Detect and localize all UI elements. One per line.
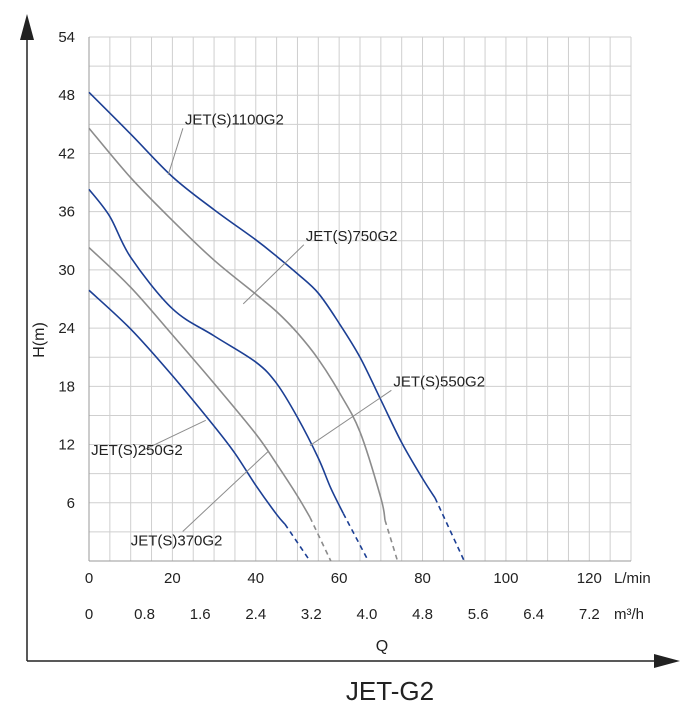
x-tick-labels-primary: 0 20 40 60 80 100 120 xyxy=(85,570,602,587)
x-axis-arrow xyxy=(654,654,680,668)
leader-jet-s-750g2 xyxy=(242,244,305,305)
curve-jet-s-1100g2 xyxy=(88,91,436,499)
curve-label-group: JET(S)1100G2 JET(S)750G2 JET(S)550G2 JET(S)… xyxy=(91,111,485,549)
x-tick-label-secondary: 4.8 xyxy=(412,606,433,623)
x-tick-label-primary: 20 xyxy=(164,570,181,587)
y-tick-label: 48 xyxy=(58,87,75,104)
curve-jet-s-750g2 xyxy=(88,127,386,521)
leader-jet-s-250g2 xyxy=(142,419,206,451)
x-tick-label-secondary: 4.0 xyxy=(357,606,378,623)
y-axis-arrow xyxy=(20,14,34,40)
curve-jet-s-250g2 xyxy=(88,289,286,525)
label-jet-s-750g2: JET(S)750G2 xyxy=(306,228,398,245)
x-tick-label-primary: 40 xyxy=(247,570,264,587)
x-unit-secondary: m³/h xyxy=(614,606,644,623)
x-tick-label-primary: 120 xyxy=(577,570,602,587)
curve-dashed-jet-s-750g2 xyxy=(384,520,399,562)
curve-jet-s-370g2 xyxy=(88,246,311,518)
leader-jet-s-370g2 xyxy=(182,450,269,532)
chart-grid xyxy=(88,36,632,562)
x-tick-label-primary: 0 xyxy=(85,570,93,587)
curve-dashed-jet-s-370g2 xyxy=(309,516,332,562)
x-tick-label-secondary: 6.4 xyxy=(523,606,544,623)
x-tick-label-secondary: 2.4 xyxy=(245,606,266,623)
y-tick-label: 30 xyxy=(58,262,75,279)
curve-dashed-jet-s-250g2 xyxy=(284,523,311,562)
x-tick-label-primary: 100 xyxy=(493,570,518,587)
y-tick-label: 18 xyxy=(58,378,75,395)
leader-group xyxy=(142,128,392,532)
x-tick-label-secondary: 1.6 xyxy=(190,606,211,623)
x-tick-label-secondary: 0.8 xyxy=(134,606,155,623)
x-unit-primary: L/min xyxy=(614,570,651,587)
curve-group xyxy=(88,91,465,562)
x-tick-labels-secondary: 0 0.8 1.6 2.4 3.2 4.0 4.8 5.6 6.4 7.2 xyxy=(85,606,600,623)
y-tick-label: 12 xyxy=(58,437,75,454)
leader-jet-s-550g2 xyxy=(309,389,392,446)
label-jet-s-250g2: JET(S)250G2 xyxy=(91,442,183,459)
curve-jet-s-550g2 xyxy=(88,188,345,514)
x-tick-label-secondary: 3.2 xyxy=(301,606,322,623)
label-jet-s-370g2: JET(S)370G2 xyxy=(131,532,223,549)
y-tick-label: 42 xyxy=(58,145,75,162)
y-tick-label: 36 xyxy=(58,204,75,221)
x-tick-label-secondary: 7.2 xyxy=(579,606,600,623)
y-tick-label: 24 xyxy=(58,320,75,337)
label-jet-s-550g2: JET(S)550G2 xyxy=(393,373,485,390)
label-jet-s-1100g2: JET(S)1100G2 xyxy=(185,111,284,128)
chart-title: JET-G2 xyxy=(346,676,434,706)
y-tick-label: 54 xyxy=(58,29,75,46)
y-tick-label: 6 xyxy=(67,495,75,512)
x-axis-title: Q xyxy=(376,638,388,655)
y-axis-title: H(m) xyxy=(31,322,48,358)
x-tick-label-primary: 60 xyxy=(331,570,348,587)
x-tick-label-primary: 80 xyxy=(414,570,431,587)
curve-dashed-jet-s-550g2 xyxy=(342,513,370,562)
leader-jet-s-1100g2 xyxy=(167,128,184,175)
curve-dashed-jet-s-1100g2 xyxy=(434,497,465,562)
x-tick-label-secondary: 0 xyxy=(85,606,93,623)
y-tick-labels: 6 12 18 24 30 36 42 48 54 xyxy=(58,29,75,512)
x-tick-label-secondary: 5.6 xyxy=(468,606,489,623)
